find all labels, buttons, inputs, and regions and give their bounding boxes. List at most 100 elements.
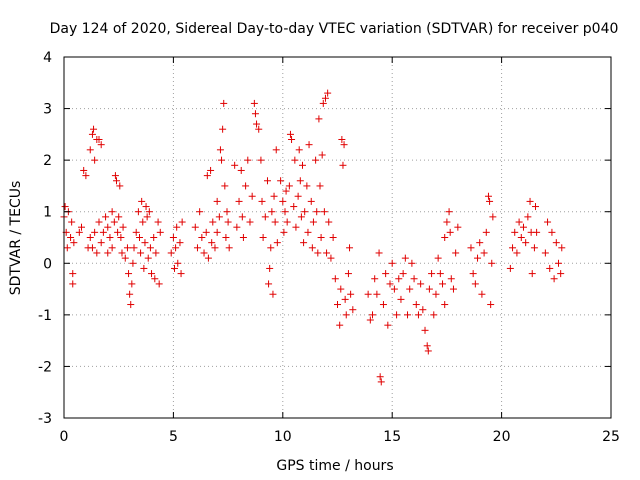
data-point (235, 197, 243, 205)
data-point (408, 259, 416, 267)
data-point (115, 213, 123, 221)
data-point (412, 301, 420, 309)
data-point (309, 218, 317, 226)
data-point (307, 197, 315, 205)
data-point (90, 125, 98, 133)
data-point (253, 120, 261, 128)
data-point (221, 182, 229, 190)
plot-frame (63, 56, 612, 419)
data-point (337, 285, 345, 293)
data-point (144, 254, 152, 262)
data-point (70, 239, 78, 247)
data-point (541, 249, 549, 257)
data-point (193, 244, 201, 252)
data-point (248, 192, 256, 200)
axis-ticks (63, 56, 612, 419)
data-point (142, 203, 150, 211)
data-point (312, 156, 320, 164)
data-point (432, 290, 440, 298)
data-points (60, 89, 566, 386)
data-point (443, 218, 451, 226)
data-point (263, 177, 271, 185)
data-point (313, 208, 321, 216)
data-point (300, 239, 308, 247)
data-point (202, 228, 210, 236)
data-point (224, 218, 232, 226)
data-point (257, 156, 265, 164)
x-tick-label: 10 (274, 429, 292, 445)
data-point (128, 280, 136, 288)
data-point (222, 234, 230, 241)
data-point (401, 254, 409, 262)
data-point (270, 192, 278, 200)
data-point (95, 136, 103, 144)
data-point (271, 218, 279, 226)
data-point (97, 141, 105, 149)
data-point (480, 249, 488, 257)
data-point (377, 378, 385, 386)
data-point (423, 342, 431, 350)
data-point (439, 280, 447, 288)
data-point (366, 316, 374, 324)
data-point (114, 228, 122, 236)
data-point (151, 275, 159, 283)
data-point (125, 270, 133, 278)
data-point (290, 203, 298, 211)
data-point (238, 213, 246, 221)
data-point (340, 141, 348, 149)
data-point (476, 239, 484, 247)
data-point (273, 239, 281, 247)
data-point (347, 290, 355, 298)
data-point (295, 146, 303, 154)
y-tick-label: 4 (43, 50, 52, 66)
data-point (69, 270, 77, 278)
data-point (471, 280, 479, 288)
data-point (67, 234, 75, 241)
data-point (305, 141, 313, 149)
data-point (148, 270, 156, 278)
data-point (349, 306, 357, 314)
data-point (414, 311, 422, 319)
data-point (172, 244, 180, 252)
data-point (298, 161, 306, 169)
data-point (375, 249, 383, 257)
data-point (258, 197, 266, 205)
data-point (484, 192, 492, 200)
data-point (296, 177, 304, 185)
data-point (304, 228, 312, 236)
y-axis-label: SDTVAR / TECUs (8, 181, 24, 296)
data-point (108, 244, 116, 252)
data-point (513, 249, 521, 257)
data-point (292, 223, 300, 231)
data-point (552, 239, 560, 247)
data-point (99, 228, 107, 236)
data-point (404, 311, 412, 319)
data-point (441, 234, 449, 241)
data-point (379, 301, 387, 309)
x-tick-labels: 0 5 10 15 20 25 (60, 429, 620, 445)
data-point (294, 192, 302, 200)
data-point (434, 254, 442, 262)
data-point (524, 213, 532, 221)
data-point (291, 156, 299, 164)
data-point (86, 146, 94, 154)
data-point (135, 234, 143, 241)
data-point (487, 301, 495, 309)
data-point (319, 99, 327, 107)
data-point (170, 264, 178, 272)
data-point (373, 290, 381, 298)
data-point (482, 228, 490, 236)
data-point (301, 208, 309, 216)
data-point (140, 264, 148, 272)
data-point (324, 89, 332, 97)
data-point (213, 228, 221, 236)
data-point (346, 244, 354, 252)
data-point (110, 218, 118, 226)
data-point (474, 254, 482, 262)
data-point (509, 244, 517, 252)
data-point (489, 213, 497, 221)
data-point (436, 270, 444, 278)
data-point (447, 275, 455, 283)
data-point (446, 228, 454, 236)
